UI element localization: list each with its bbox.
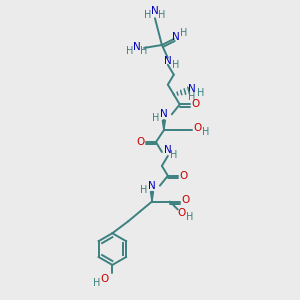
Text: H: H <box>188 92 195 101</box>
Text: N: N <box>172 32 180 42</box>
Text: H: H <box>152 113 160 123</box>
Text: H: H <box>158 10 166 20</box>
Text: H: H <box>186 212 193 222</box>
Text: H: H <box>127 46 134 56</box>
Text: O: O <box>191 99 200 110</box>
Text: O: O <box>194 123 202 133</box>
Polygon shape <box>151 192 154 202</box>
Text: H: H <box>170 150 178 160</box>
Text: H: H <box>140 46 148 56</box>
Text: N: N <box>188 84 196 94</box>
Text: O: O <box>100 274 109 284</box>
Text: H: H <box>202 127 209 137</box>
Text: O: O <box>178 208 186 218</box>
Text: H: H <box>180 28 188 38</box>
Text: H: H <box>140 184 148 195</box>
Text: H: H <box>93 278 100 288</box>
Text: N: N <box>148 181 156 191</box>
Text: H: H <box>172 60 179 70</box>
Text: N: N <box>133 42 141 52</box>
Text: N: N <box>160 109 168 119</box>
Text: O: O <box>182 194 190 205</box>
Text: N: N <box>151 6 159 16</box>
Text: O: O <box>180 171 188 181</box>
Text: H: H <box>197 88 204 98</box>
Text: O: O <box>136 137 144 147</box>
Text: N: N <box>164 145 172 155</box>
Text: H: H <box>144 10 152 20</box>
Text: N: N <box>164 56 172 66</box>
Polygon shape <box>162 120 165 130</box>
